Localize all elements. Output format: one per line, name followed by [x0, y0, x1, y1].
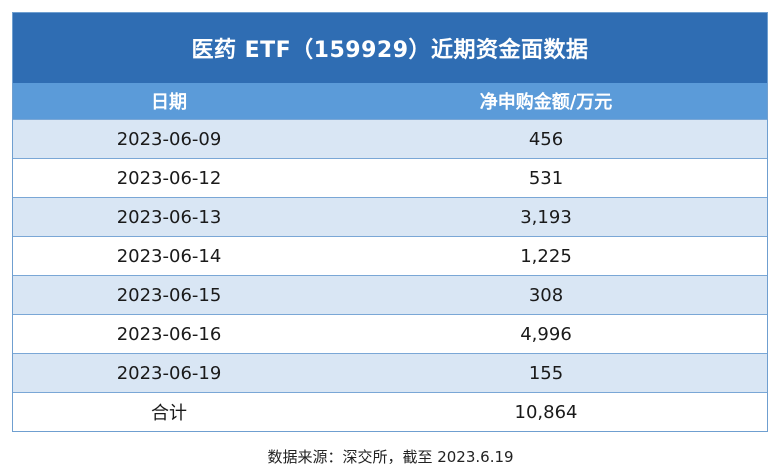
table-row: 2023-06-09 456	[13, 119, 767, 158]
date-cell: 2023-06-19	[116, 362, 222, 384]
value-cell: 531	[528, 167, 564, 189]
source-note: 数据来源：深交所，截至 2023.6.19	[267, 448, 514, 466]
value-cell: 308	[528, 284, 564, 306]
date-cell: 2023-06-12	[116, 167, 222, 189]
total-value: 10,864	[514, 401, 578, 423]
table-row: 2023-06-19 155	[13, 353, 767, 392]
table-row: 2023-06-12 531	[13, 158, 767, 197]
table-row: 2023-06-14 1,225	[13, 236, 767, 275]
table-title: 医药 ETF（159929）近期资金面数据	[13, 13, 767, 83]
table-row: 2023-06-15 308	[13, 275, 767, 314]
total-row: 合计 10,864	[13, 392, 767, 431]
date-cell: 2023-06-16	[116, 323, 222, 345]
value-cell: 3,193	[520, 206, 572, 228]
table-row: 2023-06-16 4,996	[13, 314, 767, 353]
value-cell: 456	[528, 128, 564, 150]
date-cell: 2023-06-09	[116, 128, 222, 150]
value-cell: 1,225	[520, 245, 572, 267]
header-net-subscription: 净申购金额/万元	[479, 92, 613, 113]
fund-flow-table: 医药 ETF（159929）近期资金面数据 日期 净申购金额/万元 2023-0…	[12, 12, 768, 432]
date-cell: 2023-06-13	[116, 206, 222, 228]
date-cell: 2023-06-14	[116, 245, 222, 267]
header-date: 日期	[151, 92, 187, 113]
value-cell: 4,996	[520, 323, 572, 345]
table-header-row: 日期 净申购金额/万元	[13, 83, 767, 119]
date-cell: 2023-06-15	[116, 284, 222, 306]
total-label: 合计	[151, 403, 187, 424]
table-row: 2023-06-13 3,193	[13, 197, 767, 236]
value-cell: 155	[528, 362, 564, 384]
